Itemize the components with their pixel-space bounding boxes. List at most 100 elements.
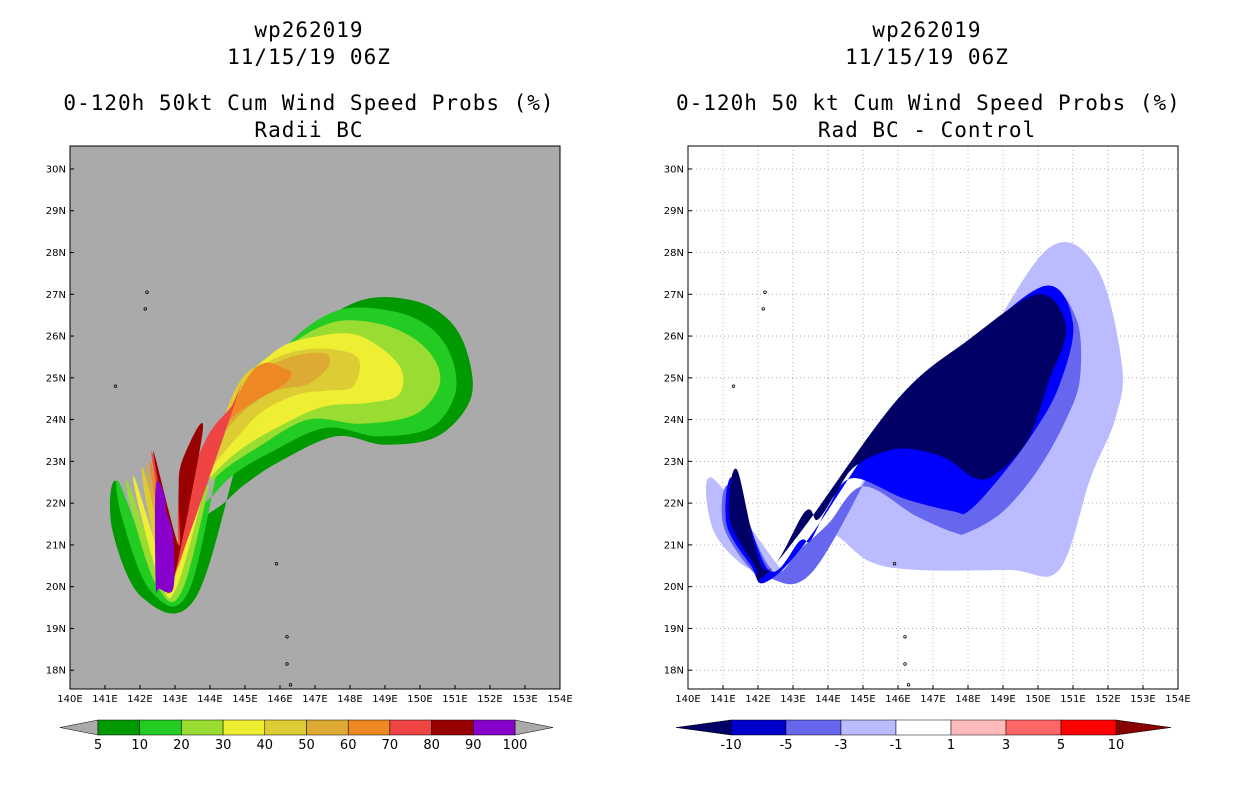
- left-xtick-label: 152E: [477, 694, 502, 705]
- right-xtick-label: 150E: [1025, 694, 1050, 705]
- left-island: [288, 683, 293, 687]
- left-xtick-label: 151E: [442, 694, 467, 705]
- left-xtick-label: 154E: [547, 694, 572, 705]
- left-ytick-label: 29N: [46, 206, 66, 217]
- right-xtick-label: 152E: [1095, 694, 1120, 705]
- right-xtick-label: 145E: [850, 694, 875, 705]
- left-ytick-label: 23N: [46, 457, 66, 468]
- left-map-panel: 140E 141E 142E 143E 144E 145E 146E 147E 148E 149E…: [46, 145, 573, 705]
- left-xtick-label: 145E: [232, 694, 257, 705]
- left-contour-30: [132, 333, 404, 599]
- right-colorbar-label: 3: [1002, 738, 1010, 753]
- left-colorbar: 5 10 20 30 40 50 60 70 80 90 100: [59, 719, 554, 753]
- left-ytick-label: 27N: [46, 290, 66, 301]
- left-colorbar-label: 40: [257, 738, 274, 753]
- left-xtick-label: 140E: [57, 694, 82, 705]
- right-xtick-label: 154E: [1165, 694, 1190, 705]
- left-ytick-label: 30N: [46, 164, 66, 175]
- left-ytick-label: 19N: [46, 624, 66, 635]
- right-map-panel: 140E 141E 142E 143E 144E 145E 146E 147E 148E 149E…: [664, 145, 1191, 705]
- left-colorbar-swatch: [431, 719, 474, 736]
- left-chart-title: 0-120h 50kt Cum Wind Speed Probs (%): [63, 91, 555, 115]
- right-ytick-label: 24N: [664, 415, 684, 426]
- right-colorbar-label: 5: [1057, 738, 1065, 753]
- left-xtick-label: 146E: [267, 694, 292, 705]
- right-ytick-label: 20N: [664, 582, 684, 593]
- right-ytick-label: 25N: [664, 373, 684, 384]
- right-xtick-label: 149E: [990, 694, 1015, 705]
- left-xtick-label: 141E: [92, 694, 117, 705]
- left-ytick-label: 26N: [46, 332, 66, 343]
- right-colorbar-swatch: [785, 719, 842, 736]
- left-storm-id: wp262019: [254, 18, 364, 42]
- left-island: [274, 561, 279, 566]
- right-xtick-label: 141E: [710, 694, 735, 705]
- left-colorbar-swatch: [222, 719, 266, 736]
- left-ytick-label: 22N: [46, 499, 66, 510]
- left-colorbar-swatch: [473, 719, 516, 736]
- left-ytick-label: 21N: [46, 540, 66, 551]
- left-ytick-label: 25N: [46, 373, 66, 384]
- right-colorbar-label: 1: [947, 738, 955, 753]
- right-xtick-label: 142E: [745, 694, 770, 705]
- right-ytick-label: 23N: [664, 457, 684, 468]
- left-ytick-label: 18N: [46, 666, 66, 677]
- right-colorbar-swatch: [895, 719, 952, 736]
- left-island: [145, 290, 149, 294]
- left-colorbar-label: 20: [173, 738, 190, 753]
- right-colorbar-swatch: [1060, 719, 1117, 736]
- right-ytick-label: 29N: [664, 206, 684, 217]
- right-ytick-label: 19N: [664, 624, 684, 635]
- right-colorbar-label: 10: [1108, 738, 1125, 753]
- left-xtick-label: 142E: [127, 694, 152, 705]
- right-ytick-label: 22N: [664, 499, 684, 510]
- left-island: [143, 307, 147, 311]
- right-island: [892, 561, 897, 566]
- right-ytick-label: 18N: [664, 666, 684, 677]
- right-contour-minus10: [729, 294, 1067, 581]
- left-colorbar-label: 5: [94, 738, 102, 753]
- left-colorbar-label: 100: [503, 738, 528, 753]
- right-xtick-label: 143E: [780, 694, 805, 705]
- right-chart-title: 0-120h 50 kt Cum Wind Speed Probs (%): [676, 91, 1181, 115]
- left-colorbar-label: 60: [340, 738, 357, 753]
- left-contour-90: [154, 480, 175, 594]
- left-colorbar-swatch: [181, 719, 224, 736]
- right-island: [763, 290, 767, 294]
- left-xtick-label: 150E: [407, 694, 432, 705]
- right-island: [731, 384, 736, 388]
- right-colorbar-under-triangle: [675, 719, 732, 736]
- right-xtick-label: 148E: [955, 694, 980, 705]
- left-colorbar-label: 30: [215, 738, 232, 753]
- left-colorbar-swatch: [139, 719, 182, 736]
- right-ytick-label: 30N: [664, 164, 684, 175]
- right-ytick-label: 26N: [664, 332, 684, 343]
- right-island: [903, 662, 907, 666]
- right-colorbar-label: -5: [780, 738, 793, 753]
- right-storm-id: wp262019: [872, 18, 982, 42]
- right-xtick-label: 151E: [1060, 694, 1085, 705]
- left-xtick-label: 153E: [512, 694, 537, 705]
- left-colorbar-label: 10: [131, 738, 148, 753]
- right-colorbar-swatch: [1005, 719, 1062, 736]
- left-island: [113, 384, 118, 388]
- left-colorbar-swatch: [306, 719, 349, 736]
- right-colorbar-label: -3: [835, 738, 848, 753]
- left-chart-subtitle: Radii BC: [254, 118, 364, 142]
- left-contour-80: [153, 423, 204, 589]
- right-xtick-label: 147E: [920, 694, 945, 705]
- right-ytick-label: 28N: [664, 248, 684, 259]
- left-ytick-label: 24N: [46, 415, 66, 426]
- left-contour-70: [151, 383, 242, 591]
- left-colorbar-over-triangle: [514, 719, 554, 736]
- right-colorbar: -10 -5 -3 -1 1 3 5 10: [675, 719, 1172, 753]
- left-colorbar-swatch: [97, 719, 140, 736]
- right-colorbar-swatch: [950, 719, 1007, 736]
- right-xtick-label: 140E: [675, 694, 700, 705]
- left-xtick-label: 149E: [372, 694, 397, 705]
- right-datetime: 11/15/19 06Z: [845, 45, 1009, 69]
- left-ytick-label: 28N: [46, 248, 66, 259]
- left-island: [285, 662, 289, 666]
- left-island: [285, 635, 289, 639]
